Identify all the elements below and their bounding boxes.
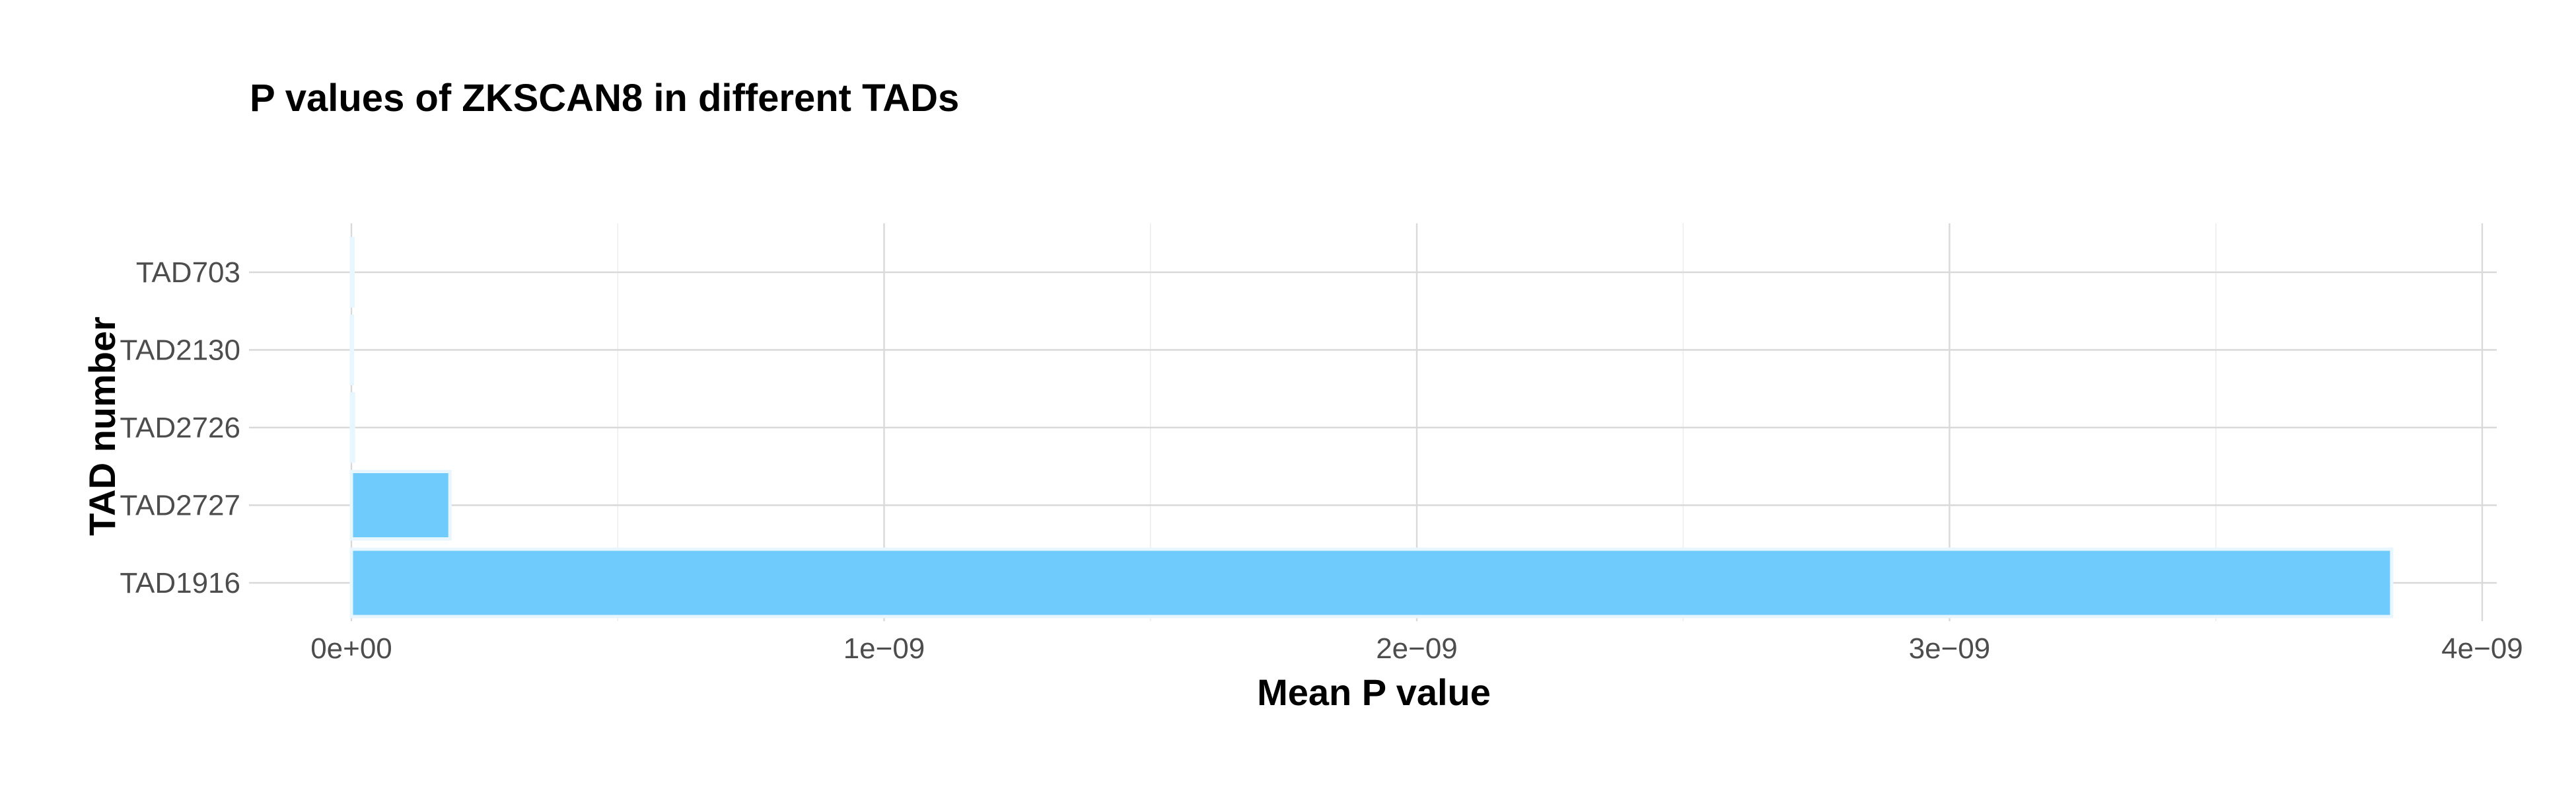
y-axis-title: TAD number (81, 317, 123, 536)
bar-tad703 (349, 237, 355, 308)
y-tick-label: TAD2726 (120, 412, 240, 444)
x-tick-label: 4e−09 (2441, 632, 2523, 665)
y-tick-label: TAD703 (136, 256, 240, 289)
y-tick-label: TAD2130 (120, 334, 240, 367)
chart-title: P values of ZKSCAN8 in different TADs (250, 77, 959, 120)
x-axis-title: Mean P value (1257, 671, 1491, 713)
x-tick-label: 3e−09 (1909, 632, 1991, 665)
x-tick-label: 2e−09 (1376, 632, 1458, 665)
bar-tad2130 (349, 315, 355, 385)
bar-tad2727 (349, 470, 452, 541)
y-axis-ticks: TAD703 TAD2130 TAD2726 TAD2727 TAD1916 (120, 256, 240, 599)
x-tick-label: 1e−09 (843, 632, 925, 665)
x-tick-label: 0e+00 (310, 632, 392, 665)
y-tick-label: TAD2727 (120, 490, 240, 522)
bar-tad2726 (349, 392, 355, 463)
bar-tad1916 (349, 547, 2394, 619)
x-axis-ticks: 0e+00 1e−09 2e−09 3e−09 4e−09 (310, 632, 2523, 665)
bars (349, 237, 2394, 619)
y-tick-label: TAD1916 (120, 567, 240, 599)
